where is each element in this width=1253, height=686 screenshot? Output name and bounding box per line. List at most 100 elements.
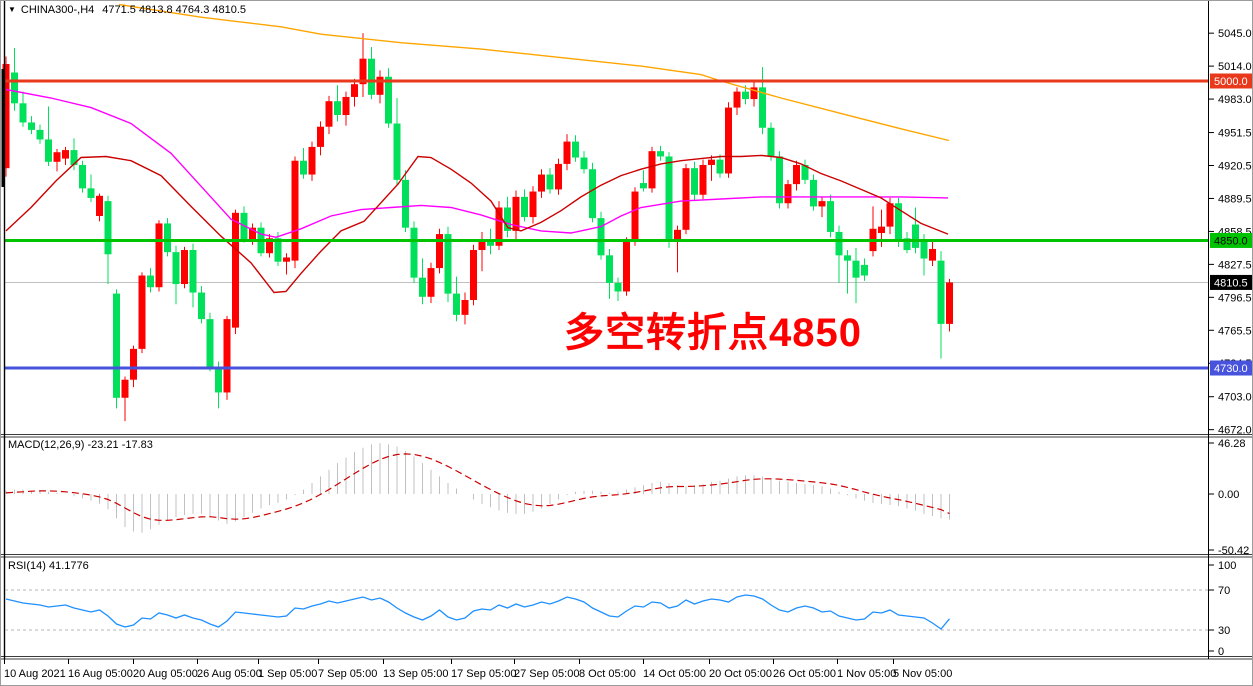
- candle: [504, 196, 511, 238]
- symbol-period-label: CHINA300-,H4: [20, 4, 95, 16]
- candle: [861, 258, 868, 281]
- price-badge-4730.0: 4730.0: [1210, 360, 1252, 376]
- candle: [130, 345, 137, 388]
- candle: [444, 226, 452, 303]
- candle: [835, 225, 843, 283]
- candle: [750, 82, 758, 107]
- candle: [699, 159, 707, 199]
- macd-indicator-label: MACD(12,26,9) -23.21 -17.83: [8, 439, 153, 451]
- rsi-dashed-levels: [5, 589, 1208, 631]
- chart-frame: [3, 1, 1209, 659]
- date-label: 10 Aug 2021: [4, 668, 66, 680]
- candle: [28, 116, 35, 135]
- date-label: 1 Sep 05:00: [258, 668, 317, 680]
- candle: [631, 187, 639, 246]
- candle: [368, 46, 375, 100]
- candle: [470, 244, 477, 306]
- candle: [2, 56, 10, 177]
- candle: [79, 160, 86, 193]
- panel-separator[interactable]: [1, 434, 1253, 438]
- date-label: 8 Oct 05:00: [579, 668, 636, 680]
- candle: [674, 225, 681, 273]
- panel-separator[interactable]: [1, 554, 1253, 558]
- rsi-line: [5, 594, 950, 630]
- candle: [342, 91, 350, 126]
- collapse-icon[interactable]: ▼: [8, 5, 16, 14]
- date-label: 26 Aug 05:00: [197, 668, 262, 680]
- candle: [87, 174, 95, 203]
- candle: [461, 292, 469, 325]
- candle: [189, 243, 197, 308]
- current-price-badge: 4810.5: [1210, 274, 1252, 290]
- candle: [402, 170, 409, 232]
- candle: [852, 247, 860, 304]
- rsi-indicator-label: RSI(14) 41.1776: [8, 560, 89, 572]
- candle: [198, 286, 205, 324]
- candle: [410, 221, 418, 283]
- candle: [19, 91, 27, 127]
- price-axis-label: 4951.5: [1218, 128, 1252, 140]
- svg-text:4810.5: 4810.5: [1214, 277, 1248, 289]
- macd-axis-label: 0.00: [1218, 489, 1239, 501]
- candle: [113, 289, 120, 409]
- candles-layer[interactable]: [2, 33, 954, 422]
- price-axis-label: 4703.0: [1218, 392, 1252, 404]
- candle: [266, 234, 273, 258]
- date-label: 27 Sep 05:00: [514, 668, 579, 680]
- price-axis-label: 4672.0: [1218, 425, 1252, 437]
- candle: [274, 231, 282, 266]
- rsi-axis-label: 100: [1218, 560, 1236, 572]
- candle: [614, 277, 622, 302]
- date-label: 26 Oct 05:00: [773, 668, 836, 680]
- macd-axis[interactable]: 46.28 0.00 -50.42: [1209, 438, 1249, 557]
- candle: [708, 155, 715, 181]
- candle: [376, 70, 384, 104]
- candle: [827, 194, 834, 238]
- candle: [733, 87, 741, 116]
- price-axis-label: 4827.5: [1218, 259, 1252, 271]
- candle: [665, 152, 673, 248]
- candle: [937, 251, 945, 359]
- candle: [181, 246, 188, 289]
- macd-signal-line: [5, 453, 950, 521]
- candle: [172, 245, 180, 305]
- candle: [359, 33, 367, 97]
- candle: [121, 376, 129, 422]
- svg-text:4730.0: 4730.0: [1214, 363, 1248, 375]
- candle: [206, 312, 214, 372]
- clipped-candle: [1, 69, 4, 187]
- ma-red: [5, 154, 949, 294]
- candle: [232, 209, 239, 334]
- candle: [427, 262, 435, 304]
- time-axis[interactable]: 10 Aug 2021 16 Aug 05:00 20 Aug 05:00 26 Au…: [4, 659, 952, 680]
- candle: [657, 145, 664, 161]
- candle: [767, 122, 775, 161]
- candle: [546, 168, 554, 194]
- candle: [818, 196, 826, 218]
- candle: [334, 85, 341, 122]
- candle: [580, 151, 588, 174]
- candle: [538, 169, 545, 198]
- candle: [801, 159, 809, 185]
- candle: [716, 154, 724, 178]
- candle: [589, 162, 596, 223]
- rsi-axis[interactable]: 100 70 30 0: [1209, 560, 1236, 658]
- panel-separator[interactable]: [1, 656, 1253, 660]
- candle: [300, 147, 307, 179]
- candle: [529, 186, 537, 224]
- rsi-axis-label: 0: [1218, 646, 1224, 658]
- date-label: 20 Aug 05:00: [133, 668, 198, 680]
- candle: [759, 67, 766, 135]
- price-badge-5000.0: 5000.0: [1210, 73, 1252, 89]
- price-axis-label: 4889.5: [1218, 193, 1252, 205]
- ma-orange: [118, 3, 950, 142]
- candle: [725, 102, 732, 178]
- candle: [640, 170, 647, 192]
- ohlc-quote-label: 4771.5 4813.8 4764.3 4810.5: [102, 4, 247, 16]
- candle: [223, 315, 231, 400]
- candle: [317, 121, 324, 156]
- candle: [946, 278, 953, 332]
- annotation-text[interactable]: 多空转折点4850: [564, 311, 862, 355]
- price-badge-4850.0: 4850.0: [1210, 232, 1252, 248]
